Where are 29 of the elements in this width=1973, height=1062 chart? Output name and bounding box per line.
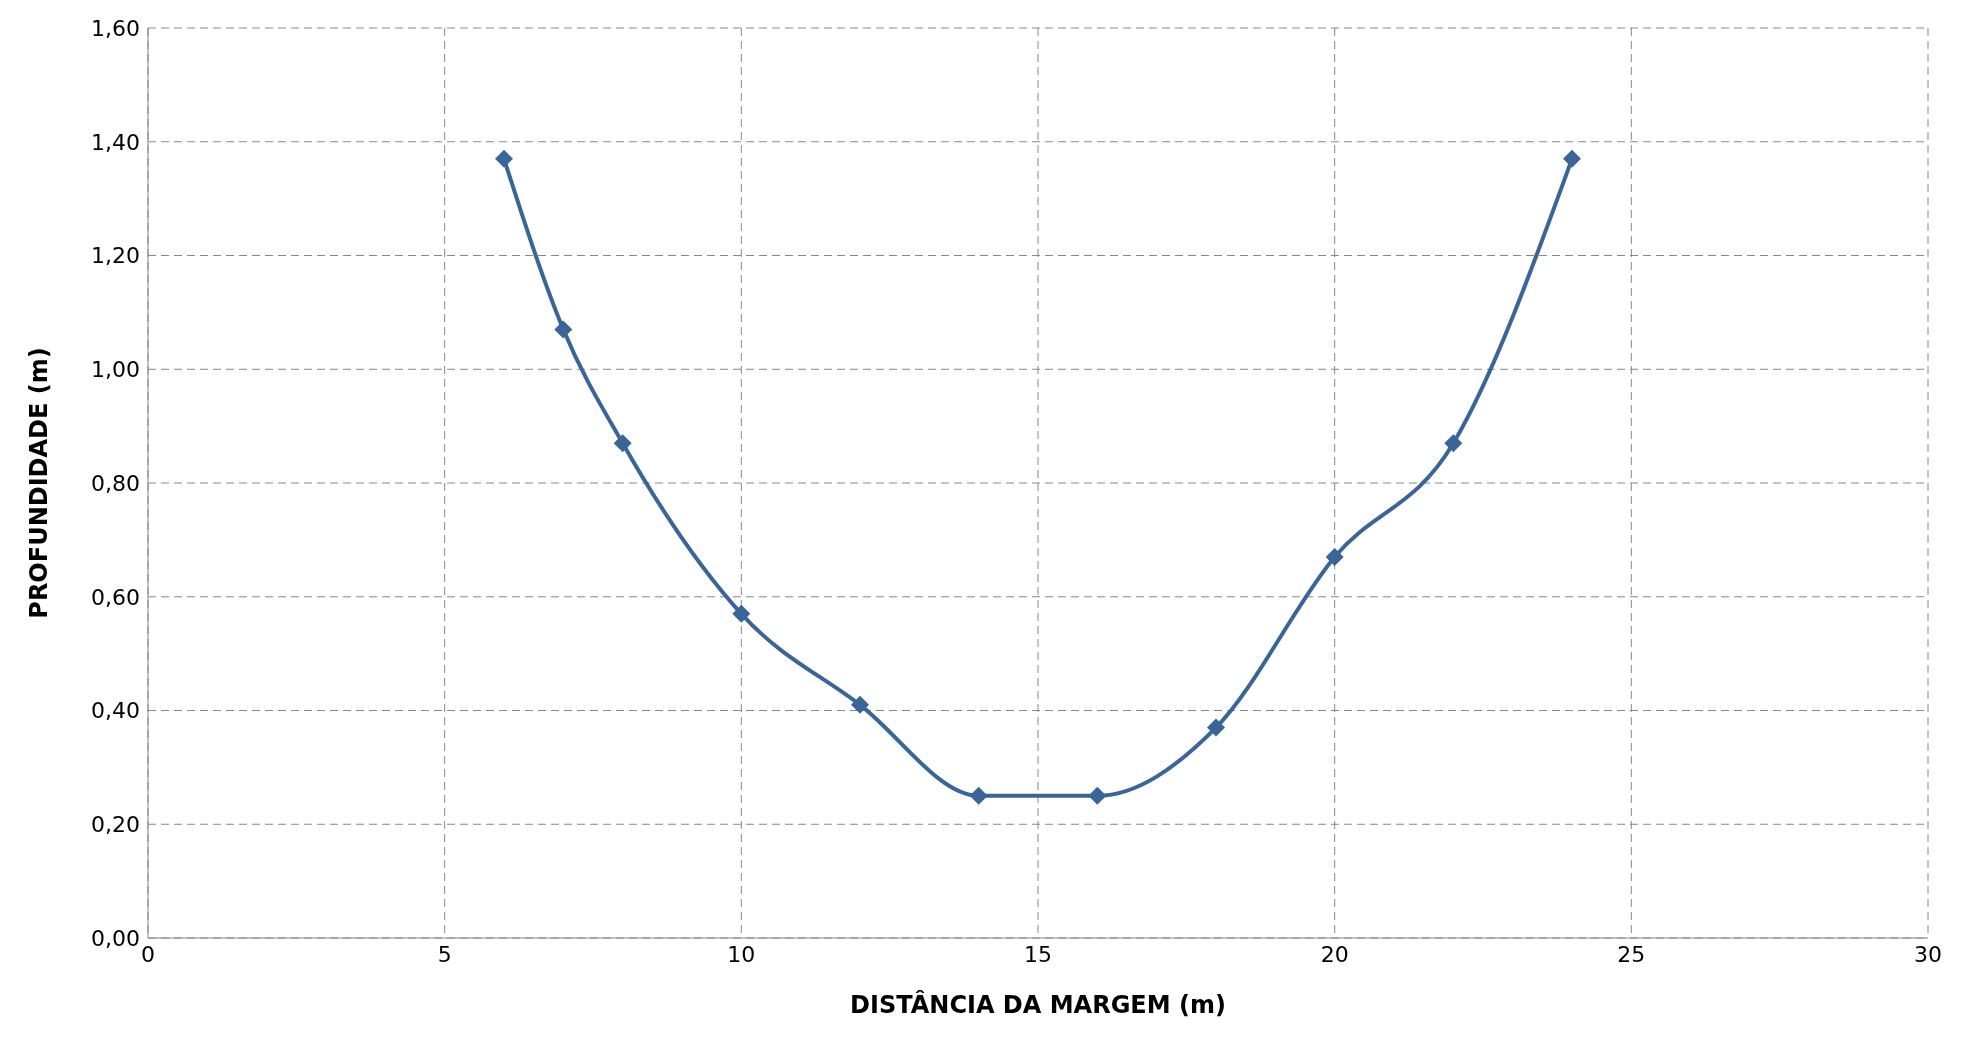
y-tick-label: 0,60 (91, 584, 140, 610)
point (1207, 718, 1225, 737)
y-tick-label: 0,20 (91, 812, 140, 838)
point (613, 434, 632, 453)
point (969, 786, 988, 805)
x-tick-label: 10 (727, 941, 756, 967)
point (1444, 434, 1463, 453)
point (495, 149, 513, 168)
y-tick-label: 0,80 (91, 470, 140, 496)
point (1325, 547, 1344, 566)
x-tick-label: 5 (437, 941, 452, 967)
x-tick-label: 20 (1320, 941, 1349, 967)
y-tick-label: 0,40 (91, 698, 140, 724)
y-tick-label: 1,40 (91, 129, 140, 155)
y-tick-label: 1,00 (91, 357, 140, 383)
x-axis-title: DISTÂNCIA DA MARGEM (m) (850, 990, 1226, 1019)
point (1088, 786, 1107, 805)
point (851, 695, 869, 714)
point (554, 320, 573, 339)
point (732, 604, 751, 623)
point (1563, 149, 1581, 168)
x-tick-label: 15 (1024, 941, 1052, 967)
y-axis-title: PROFUNDIDADE (m) (24, 347, 53, 619)
y-tick-label: 0,00 (91, 925, 140, 951)
y-tick-label: 1,60 (91, 15, 140, 41)
x-tick-label: 0 (141, 941, 155, 967)
y-tick-label: 1,20 (91, 243, 140, 269)
x-tick-label: 25 (1617, 941, 1646, 967)
x-tick-label: 30 (1914, 941, 1942, 967)
